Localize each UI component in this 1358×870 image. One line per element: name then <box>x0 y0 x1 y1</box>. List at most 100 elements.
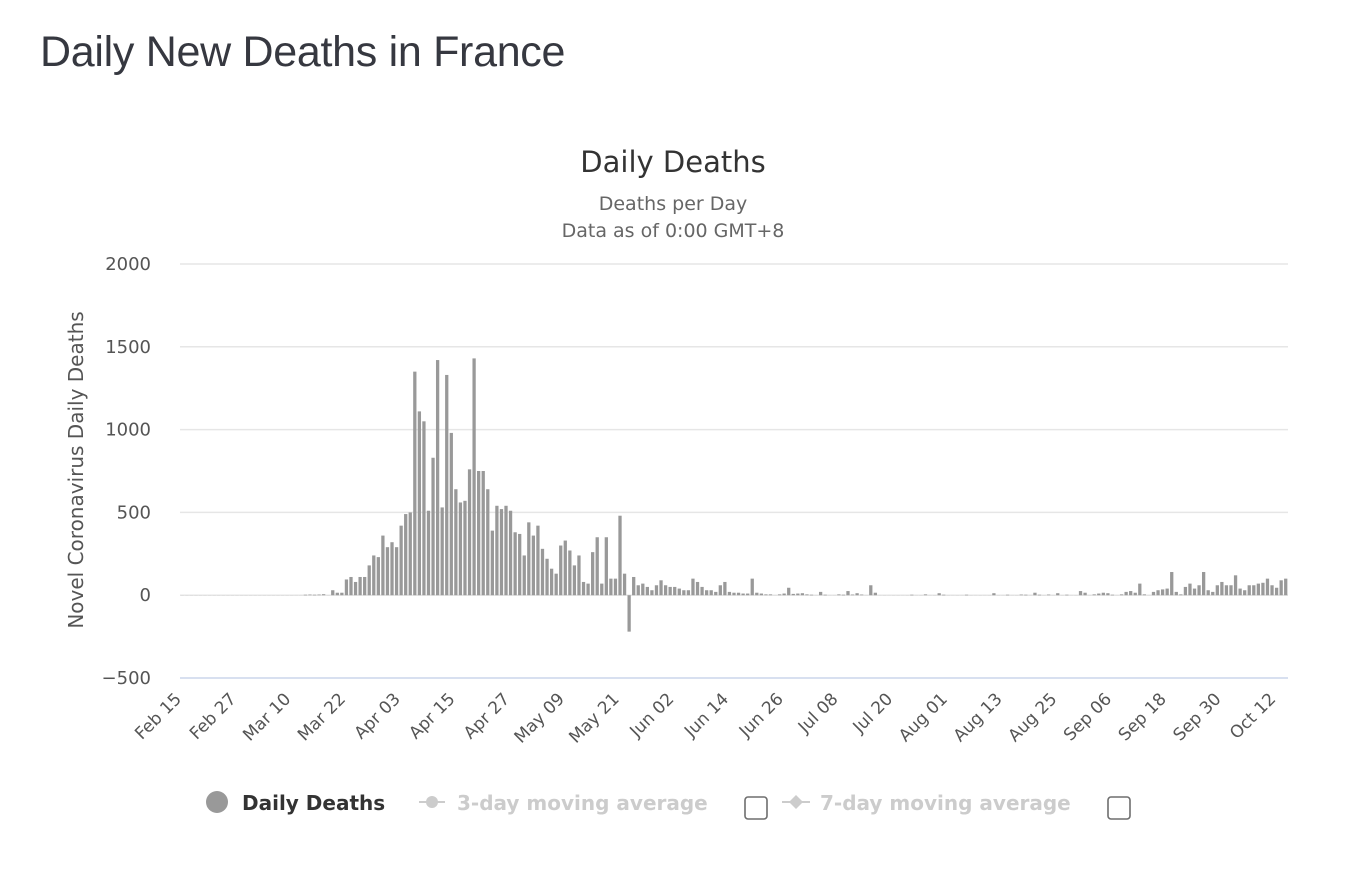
bar[interactable] <box>440 507 444 596</box>
bar[interactable] <box>750 578 754 596</box>
bar[interactable] <box>531 535 536 596</box>
bar[interactable] <box>1188 583 1192 596</box>
bar[interactable] <box>317 594 321 596</box>
bar[interactable] <box>1056 593 1060 596</box>
bar[interactable] <box>1279 580 1283 596</box>
bar[interactable] <box>303 594 308 596</box>
bar[interactable] <box>1088 594 1092 596</box>
bar[interactable] <box>180 595 184 596</box>
bar[interactable] <box>1078 591 1083 596</box>
bar[interactable] <box>791 593 795 596</box>
bar[interactable] <box>800 593 805 596</box>
bar[interactable] <box>919 595 923 596</box>
bar[interactable] <box>1015 595 1019 596</box>
bar[interactable] <box>969 595 973 596</box>
bar[interactable] <box>422 421 426 596</box>
bar[interactable] <box>508 510 513 596</box>
bar[interactable] <box>230 595 235 596</box>
bar[interactable] <box>185 595 189 596</box>
bar[interactable] <box>928 594 932 596</box>
bar[interactable] <box>591 552 595 596</box>
bar[interactable] <box>294 594 298 596</box>
bar[interactable] <box>545 558 549 596</box>
bar[interactable] <box>276 595 280 596</box>
bar[interactable] <box>1147 594 1151 596</box>
bar[interactable] <box>746 593 750 596</box>
bar[interactable] <box>212 595 216 596</box>
bar[interactable] <box>454 489 458 596</box>
bar[interactable] <box>946 595 950 596</box>
bar[interactable] <box>349 576 353 596</box>
bar[interactable] <box>1069 594 1074 596</box>
bar[interactable] <box>203 595 207 596</box>
bar[interactable] <box>691 578 695 596</box>
bar[interactable] <box>764 594 768 596</box>
bar[interactable] <box>1046 594 1051 596</box>
bar[interactable] <box>663 585 668 596</box>
bar[interactable] <box>814 594 818 596</box>
bar[interactable] <box>477 471 481 596</box>
bar[interactable] <box>600 583 604 596</box>
bar[interactable] <box>1106 593 1110 596</box>
bar[interactable] <box>394 547 399 596</box>
bar[interactable] <box>686 590 691 596</box>
bar[interactable] <box>773 594 777 596</box>
bar[interactable] <box>308 594 312 596</box>
bar[interactable] <box>399 525 403 596</box>
bar[interactable] <box>937 593 941 596</box>
bar[interactable] <box>974 594 978 596</box>
bar[interactable] <box>321 594 326 596</box>
bar[interactable] <box>1215 585 1219 596</box>
bar[interactable] <box>1115 594 1119 596</box>
bar[interactable] <box>828 594 832 596</box>
bar[interactable] <box>983 594 987 596</box>
bar[interactable] <box>267 595 271 596</box>
bar[interactable] <box>1224 585 1229 596</box>
bar[interactable] <box>1206 590 1210 596</box>
bar[interactable] <box>217 595 221 596</box>
bar[interactable] <box>189 595 194 596</box>
bar[interactable] <box>1220 581 1224 596</box>
bar[interactable] <box>777 594 782 596</box>
bar[interactable] <box>472 358 476 596</box>
bar[interactable] <box>832 594 836 596</box>
bar[interactable] <box>1270 585 1274 596</box>
bar[interactable] <box>1005 594 1010 596</box>
checkbox-3-day-moving-average[interactable] <box>744 796 768 820</box>
bar[interactable] <box>1229 585 1233 596</box>
bar[interactable] <box>714 591 718 596</box>
bar[interactable] <box>682 590 686 596</box>
bar[interactable] <box>1202 572 1206 596</box>
bar[interactable] <box>595 537 599 596</box>
bar[interactable] <box>367 565 371 596</box>
bar[interactable] <box>1119 594 1124 596</box>
bar[interactable] <box>901 594 905 596</box>
bar[interactable] <box>527 522 531 596</box>
bar[interactable] <box>659 580 663 596</box>
bar[interactable] <box>344 579 349 596</box>
bar[interactable] <box>632 576 636 596</box>
bar[interactable] <box>932 595 937 596</box>
bar[interactable] <box>358 576 362 596</box>
bar[interactable] <box>559 545 563 596</box>
bar[interactable] <box>654 585 659 596</box>
bar[interactable] <box>723 581 727 596</box>
bar[interactable] <box>960 594 964 596</box>
bar[interactable] <box>1083 592 1087 596</box>
bar[interactable] <box>326 595 330 596</box>
bar[interactable] <box>249 595 253 596</box>
bar[interactable] <box>905 595 909 596</box>
bar[interactable] <box>987 595 991 596</box>
bar[interactable] <box>417 411 422 596</box>
bar[interactable] <box>258 595 262 596</box>
bar[interactable] <box>914 594 919 596</box>
bar[interactable] <box>1174 591 1178 596</box>
bar[interactable] <box>445 374 449 596</box>
bar[interactable] <box>486 489 490 596</box>
bar[interactable] <box>768 594 773 596</box>
bar[interactable] <box>253 595 257 596</box>
bar[interactable] <box>1019 594 1023 596</box>
bar[interactable] <box>1197 585 1201 596</box>
bar[interactable] <box>431 457 435 596</box>
bar[interactable] <box>700 586 704 596</box>
